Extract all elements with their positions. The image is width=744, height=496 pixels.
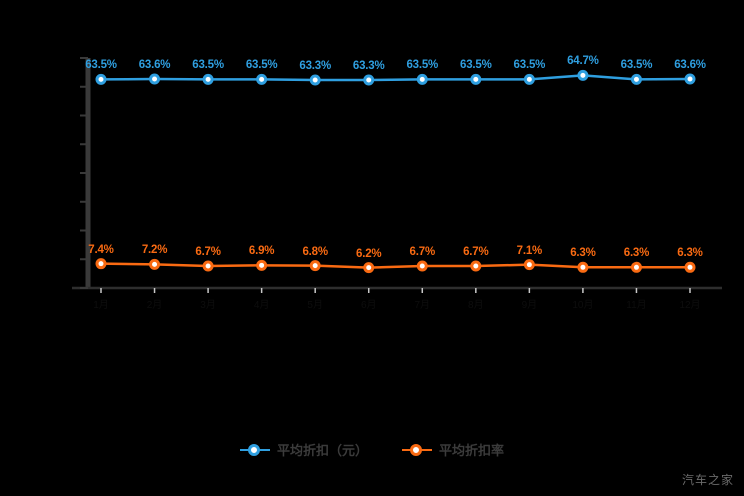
data-label: 6.9% [248,245,275,258]
data-label: 63.6% [674,59,706,72]
x-tick-label: 11月 [626,300,647,311]
data-label: 6.2% [356,247,382,260]
data-point-marker[interactable] [684,261,696,273]
x-tick-label: 1月 [93,300,109,311]
data-point-marker[interactable] [95,73,107,85]
data-point-marker[interactable] [630,73,642,85]
x-tick-label: 5月 [307,300,323,311]
data-label: 63.5% [460,59,492,72]
data-point-marker[interactable] [202,260,214,272]
x-tick-label: 6月 [360,300,377,311]
legend-item-1[interactable]: 平均折扣率 [402,440,504,459]
data-label: 6.3% [677,247,703,260]
x-tick-label: 12月 [679,300,701,311]
legend: 平均折扣（元） 平均折扣率 [0,440,744,459]
data-point-marker[interactable] [363,262,375,274]
x-tick-label: 8月 [468,300,484,311]
legend-item-label: 平均折扣（元） [276,443,368,458]
data-label: 63.3% [352,60,385,72]
data-point-marker[interactable] [256,259,268,271]
data-label: 7.4% [88,243,114,256]
data-label: 6.7% [409,245,436,258]
circle-open-icon [402,442,432,458]
data-label: 6.7% [463,245,489,258]
data-point-marker[interactable] [95,258,107,270]
data-point-marker[interactable] [523,259,535,271]
x-tick-label: 2月 [146,300,163,311]
watermark: 汽车之家 [681,473,734,487]
series-line-1 [100,262,690,269]
data-point-marker[interactable] [309,74,321,86]
x-tick-label: 7月 [414,300,431,311]
data-point-marker[interactable] [149,258,161,270]
legend-item-0[interactable]: 平均折扣（元） [239,440,368,459]
circle-open-icon [239,442,270,458]
data-point-marker[interactable] [577,261,589,273]
data-point-marker[interactable] [363,74,375,86]
data-point-marker[interactable] [470,260,482,272]
data-label: 7.2% [141,244,168,257]
data-label: 63.5% [85,59,117,72]
x-tick-label: 3月 [200,300,216,311]
data-point-marker[interactable] [202,73,214,85]
legend-item-label: 平均折扣率 [439,443,505,458]
data-label: 6.3% [623,247,650,260]
data-label: 63.5% [406,59,439,72]
data-label: 64.7% [567,55,599,68]
data-point-marker[interactable] [416,260,428,272]
x-tick-label: 4月 [253,300,270,311]
x-axis-ticks [100,288,691,293]
data-label: 63.5% [245,59,278,72]
data-label: 6.7% [195,245,221,258]
data-point-marker[interactable] [577,69,589,81]
data-label: 6.8% [302,245,328,258]
data-label: 63.5% [620,59,653,72]
series-layer [95,69,696,274]
data-point-marker[interactable] [309,260,321,272]
data-point-marker[interactable] [256,73,268,85]
x-tick-label: 9月 [521,300,538,311]
data-point-marker[interactable] [470,73,482,85]
series-line-0 [100,74,691,82]
data-label: 7.1% [516,244,543,257]
data-label: 63.5% [513,59,546,72]
data-point-marker[interactable] [523,73,535,85]
x-tick-label: 10月 [572,300,594,311]
data-label: 6.3% [570,247,596,260]
data-label: 63.5% [192,59,224,72]
data-point-marker[interactable] [684,73,696,85]
data-label: 63.6% [138,59,171,72]
data-point-marker[interactable] [416,73,428,85]
data-point-marker[interactable] [630,261,642,273]
data-point-marker[interactable] [149,73,161,85]
y-axis-ticks [80,57,88,289]
data-label: 63.3% [299,60,331,72]
